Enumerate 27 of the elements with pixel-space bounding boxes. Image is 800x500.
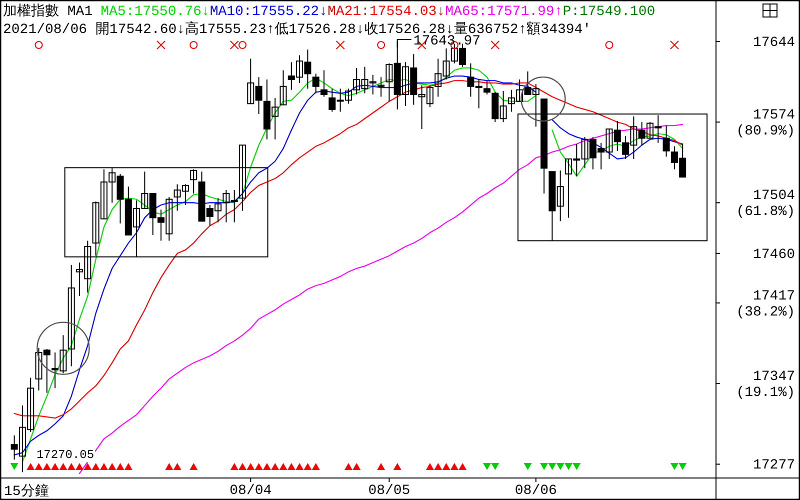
text: MA10:17555.22↓ (210, 4, 328, 20)
x-tick-label: 08/06 (514, 482, 557, 499)
text: MA65:17571.99↑ (445, 4, 563, 20)
y-tick-label: 17460 (752, 246, 795, 263)
candlestick (483, 80, 490, 95)
text: MA5:17550.76↓ (100, 4, 210, 20)
annotation: P:17549.100 (562, 4, 656, 20)
x-tick-label: 08/04 (230, 482, 272, 499)
candlestick (320, 70, 328, 98)
y-tick-label: 17504 (61.8%) (736, 188, 795, 220)
candlestick (280, 70, 287, 106)
candlestick (238, 144, 246, 212)
candlestick (662, 125, 670, 158)
text: 15分鐘 (4, 483, 49, 500)
candlestick (190, 168, 198, 194)
y-tick-label: 17574 (80.9%) (736, 108, 795, 140)
y-tick-label: 17417 (38.2%) (736, 288, 795, 320)
y-tick-label: 17277 (752, 458, 795, 474)
text: MA21:17554.03↓ (327, 4, 446, 20)
chart-title: 加權指數 MA1 (3, 3, 93, 20)
annotation: 17270.05 (36, 448, 94, 462)
candlestick (68, 264, 75, 367)
candlestick (378, 76, 385, 98)
y-tick-label: 17644 (752, 34, 795, 51)
candlestick (312, 73, 320, 94)
x-tick-label: 08/05 (368, 482, 410, 499)
y-tick-label: 17347 (19.1%) (736, 368, 795, 402)
